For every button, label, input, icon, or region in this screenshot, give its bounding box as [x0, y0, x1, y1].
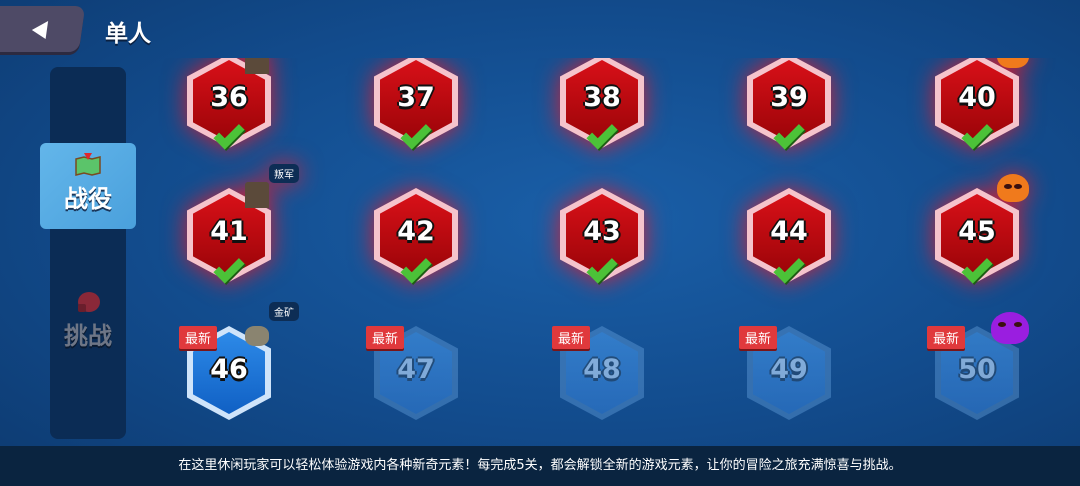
- boxing-glove-icon: [78, 292, 100, 312]
- hex-fill: [753, 60, 825, 142]
- hex-fill: [380, 60, 452, 142]
- level-43[interactable]: 43: [560, 188, 644, 284]
- hex-fill: [941, 194, 1013, 276]
- building-icon: [245, 182, 269, 208]
- purple-skull-icon: [991, 312, 1029, 344]
- level-49[interactable]: 49 最新: [739, 326, 831, 420]
- level-grid: 36 37 38 39 40 41 叛军 42 43 44 45 46 金矿最新 47 最新 48 最新 49 最新…: [140, 58, 1080, 446]
- level-tag: 金矿: [269, 302, 299, 321]
- level-42[interactable]: 42: [374, 188, 458, 284]
- level-number: 50: [958, 354, 996, 385]
- level-36[interactable]: 36: [187, 58, 271, 150]
- sidebar: [50, 67, 126, 439]
- level-46[interactable]: 46 金矿最新: [179, 302, 299, 420]
- level-number: 43: [583, 216, 621, 247]
- level-45[interactable]: 45: [935, 174, 1029, 284]
- tab-campaign[interactable]: 战役: [40, 143, 136, 229]
- level-tag: 叛军: [269, 164, 299, 183]
- new-badge: 最新: [739, 326, 778, 349]
- level-number: 36: [210, 82, 248, 113]
- level-number: 41: [210, 216, 248, 247]
- hex-fill: [566, 60, 638, 142]
- orange-skull-icon: [997, 174, 1029, 202]
- level-number: 39: [770, 82, 808, 113]
- level-number: 44: [770, 216, 808, 247]
- level-40[interactable]: 40: [935, 58, 1029, 150]
- new-badge: 最新: [366, 326, 405, 349]
- tab-label: 挑战: [64, 322, 112, 350]
- new-badge: 最新: [552, 326, 591, 349]
- gold-mine-icon: [245, 326, 269, 346]
- hex-fill: [380, 194, 452, 276]
- building-icon: [245, 58, 269, 74]
- footer-description: 在这里休闲玩家可以轻松体验游戏内各种新奇元素！每完成5关，都会解锁全新的游戏元素…: [0, 446, 1080, 486]
- level-number: 47: [397, 354, 435, 385]
- tab-challenge[interactable]: 挑战: [40, 280, 136, 366]
- hex-fill: [753, 194, 825, 276]
- level-37[interactable]: 37: [374, 58, 458, 150]
- level-number: 37: [397, 82, 435, 113]
- new-badge: 最新: [179, 326, 218, 349]
- level-41[interactable]: 41 叛军: [187, 164, 299, 284]
- level-number: 38: [583, 82, 621, 113]
- level-38[interactable]: 38: [560, 58, 644, 150]
- back-arrow-icon: [30, 21, 49, 39]
- hex-fill: [566, 194, 638, 276]
- level-44[interactable]: 44: [747, 188, 831, 284]
- level-number: 40: [958, 82, 996, 113]
- orange-skull-icon: [997, 58, 1029, 68]
- back-button[interactable]: [0, 6, 86, 52]
- level-39[interactable]: 39: [747, 58, 831, 150]
- new-badge: 最新: [927, 326, 966, 349]
- map-icon: [75, 153, 101, 176]
- level-number: 45: [958, 216, 996, 247]
- level-number: 46: [210, 354, 248, 385]
- level-number: 48: [583, 354, 621, 385]
- level-number: 49: [770, 354, 808, 385]
- tab-label: 战役: [64, 185, 112, 213]
- level-48[interactable]: 48 最新: [552, 326, 644, 420]
- level-50[interactable]: 50 最新: [927, 312, 1029, 420]
- level-number: 42: [397, 216, 435, 247]
- page-title: 单人: [105, 21, 151, 47]
- level-47[interactable]: 47 最新: [366, 326, 458, 420]
- hex-fill: [941, 60, 1013, 142]
